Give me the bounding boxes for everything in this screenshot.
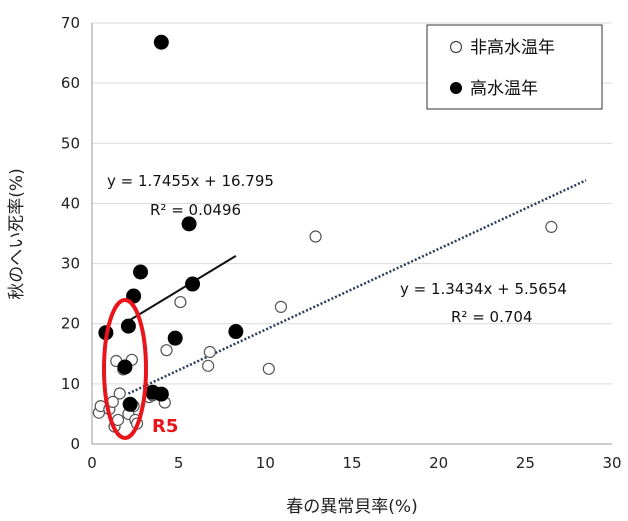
point-high-temp-year <box>185 276 201 292</box>
point-normal-year <box>262 362 275 375</box>
trendline-r2-high-temp: R² = 0.0496 <box>150 201 241 219</box>
y-tick-label: 20 <box>61 315 80 333</box>
legend-marker-filled-circle <box>450 82 462 94</box>
y-tick-label: 50 <box>61 134 80 152</box>
gridlines <box>92 22 612 385</box>
y-tick-label: 0 <box>70 435 80 453</box>
x-tick-label: 20 <box>429 454 448 472</box>
trendline-equation-high-temp: y = 1.7455x + 16.795 <box>107 172 274 190</box>
legend-label-high-temp-year: 高水温年 <box>470 79 538 99</box>
point-normal-year <box>309 230 322 243</box>
y-tick-label: 70 <box>61 14 80 32</box>
y-tick-label: 10 <box>61 375 80 393</box>
r5-highlight-ellipse <box>102 298 148 440</box>
point-high-temp-year <box>153 34 169 50</box>
x-axis-title: 春の異常貝率(%) <box>286 497 417 517</box>
point-high-temp-year <box>153 386 169 402</box>
point-normal-year <box>203 345 216 359</box>
point-high-temp-year <box>133 264 149 280</box>
x-tick-label: 10 <box>256 454 275 472</box>
y-tick-label: 30 <box>61 255 80 273</box>
point-normal-year <box>174 295 187 309</box>
x-tick-label: 5 <box>174 454 184 472</box>
point-high-temp-year <box>228 324 244 340</box>
trendlines <box>122 179 587 395</box>
x-tick-label: 25 <box>516 454 535 472</box>
legend-box <box>426 24 603 110</box>
x-tick-labels: 0 5 10 15 20 25 30 <box>87 454 621 472</box>
point-normal-year <box>274 300 288 313</box>
x-tick-label: 30 <box>602 454 621 472</box>
point-normal-year <box>160 344 173 357</box>
point-normal-year <box>113 387 126 400</box>
legend-marker-open-circle <box>449 40 463 54</box>
trendline-r2-normal: R² = 0.704 <box>451 308 532 326</box>
point-high-temp-year <box>120 318 136 334</box>
y-tick-labels: 0 10 20 30 40 50 60 70 <box>61 14 80 453</box>
legend: 非高水温年 高水温年 <box>426 24 603 110</box>
trendline-normal <box>127 179 587 395</box>
trendline-equation-normal: y = 1.3434x + 5.5654 <box>400 280 567 298</box>
x-tick-label: 0 <box>87 454 97 472</box>
y-tick-label: 60 <box>61 74 80 92</box>
point-high-temp-year <box>122 396 138 412</box>
legend-label-normal-year: 非高水温年 <box>470 38 555 58</box>
x-tick-label: 15 <box>342 454 361 472</box>
plot-area <box>91 23 612 445</box>
trendline-high-temp <box>122 255 237 325</box>
y-axis-title: 秋のへい死率(%) <box>7 168 27 299</box>
point-high-temp-year <box>181 216 197 232</box>
point-normal-year <box>545 220 558 233</box>
point-high-temp-year <box>117 359 133 375</box>
point-normal-year <box>202 359 215 372</box>
point-high-temp-year <box>167 330 183 346</box>
data-points <box>92 34 558 433</box>
r5-annotation-label: R5 <box>152 416 178 437</box>
y-tick-label: 40 <box>61 194 80 212</box>
